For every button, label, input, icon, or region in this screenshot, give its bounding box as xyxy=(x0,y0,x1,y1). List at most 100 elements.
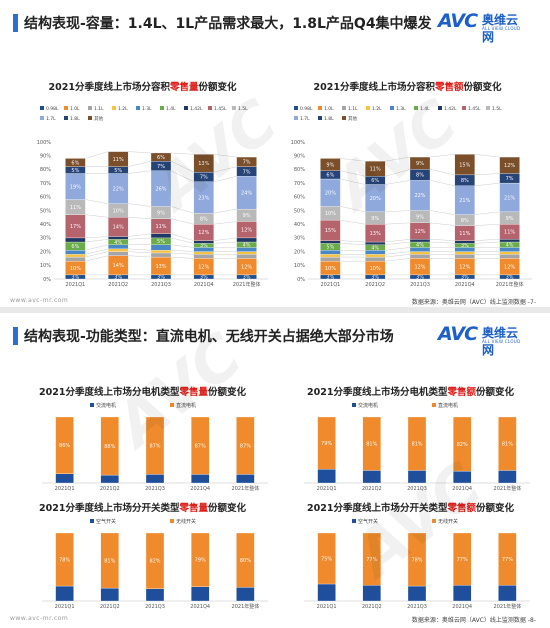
series-connector xyxy=(385,247,411,251)
x-tick-label: 2021Q3 xyxy=(407,604,427,610)
series-connector xyxy=(474,241,500,244)
bar-segment xyxy=(362,416,381,471)
x-tick-label: 2021Q2 xyxy=(100,604,120,610)
data-label: 81% xyxy=(104,558,115,564)
series-connector xyxy=(429,154,455,158)
bar-segment xyxy=(55,532,74,587)
y-tick-label: 0% xyxy=(297,277,305,283)
data-label: 22% xyxy=(414,193,425,199)
series-connector xyxy=(385,258,411,262)
legend-label: 1.1L xyxy=(94,106,104,112)
series-connector xyxy=(385,254,411,258)
data-label: 79% xyxy=(195,558,206,564)
data-label: 12% xyxy=(241,264,252,270)
data-label: 88% xyxy=(104,444,115,450)
data-label: 4% xyxy=(506,243,514,249)
data-label: 11% xyxy=(459,231,470,237)
legend-swatch xyxy=(432,403,436,407)
data-label: 87% xyxy=(149,444,160,450)
x-tick-label: 2021Q2 xyxy=(100,486,120,492)
data-label: 77% xyxy=(457,557,468,563)
series-connector xyxy=(85,151,109,159)
bar-segment xyxy=(236,237,257,243)
y-tick-label: 60% xyxy=(294,195,305,201)
y-tick-label: 20% xyxy=(294,249,305,255)
series-connector xyxy=(474,173,500,176)
legend-swatch xyxy=(170,403,174,407)
legend-swatch xyxy=(208,106,212,110)
series-connector xyxy=(213,176,237,182)
bar-segment xyxy=(100,416,119,476)
series-connector xyxy=(385,241,411,245)
data-label: 11% xyxy=(155,224,166,230)
legend-label: 无线开关 xyxy=(176,518,196,525)
bar-segment xyxy=(55,473,74,484)
series-connector xyxy=(385,222,411,225)
series-connector xyxy=(170,252,194,255)
series-connector xyxy=(128,151,152,154)
legend-swatch xyxy=(184,106,188,110)
x-tick-label: 2021Q1 xyxy=(317,604,337,610)
series-connector xyxy=(128,217,152,219)
bar-segment xyxy=(236,474,255,484)
series-connector xyxy=(429,169,455,176)
data-label: 7% xyxy=(243,169,251,175)
y-tick-label: 90% xyxy=(40,154,51,160)
legend-label: 直流电机 xyxy=(438,402,458,409)
bar-segment xyxy=(407,416,427,471)
data-label: 24% xyxy=(241,190,252,196)
data-label: 14% xyxy=(113,225,124,231)
data-label: 11% xyxy=(504,230,515,236)
legend-swatch xyxy=(294,106,298,110)
y-tick-label: 50% xyxy=(40,208,51,214)
x-tick-label: 2021Q4 xyxy=(455,282,475,288)
bar-segment xyxy=(55,416,74,474)
y-tick-label: 60% xyxy=(40,195,51,201)
bar-segment xyxy=(150,152,172,162)
data-label: 6% xyxy=(371,178,379,184)
legend-label: 交流电机 xyxy=(358,402,378,409)
data-label: 19% xyxy=(70,184,81,190)
data-label: 12% xyxy=(241,227,252,233)
bar-segment xyxy=(317,532,336,585)
data-label: 3% xyxy=(200,275,208,281)
data-label: 77% xyxy=(502,557,513,563)
x-tick-label: 2021Q4 xyxy=(452,486,472,492)
bar-segment xyxy=(193,251,214,255)
x-tick-label: 2021Q3 xyxy=(410,282,430,288)
data-label: 3% xyxy=(71,275,79,281)
bar-segment xyxy=(407,470,427,484)
bar-segment xyxy=(108,151,129,167)
legend-label: 1.4L xyxy=(420,106,430,112)
series-connector xyxy=(170,256,194,259)
series-connector xyxy=(128,255,152,258)
legend-swatch xyxy=(90,403,94,407)
legend-swatch xyxy=(342,106,346,110)
data-label: 3% xyxy=(416,275,424,281)
series-connector xyxy=(85,239,109,243)
motor-volume-chart: 交流电机 直流电机 86% 2021Q1 88% 2021Q2 87% 2021Q3 87% 20… xyxy=(42,402,268,492)
x-tick-label: 2021Q2 xyxy=(365,282,385,288)
data-label: 20% xyxy=(370,196,381,202)
series-connector xyxy=(170,170,194,182)
series-connector xyxy=(340,240,366,243)
data-label: 12% xyxy=(414,264,425,270)
footer-source: 数据来源：奥维云网（AVC）线上监测数据 -8- xyxy=(411,617,536,624)
series-connector xyxy=(213,154,237,158)
legend-swatch xyxy=(112,106,116,110)
y-tick-label: 10% xyxy=(40,263,51,269)
data-label: 10% xyxy=(325,211,336,217)
legend-swatch xyxy=(90,519,94,523)
legend-label: 无线开关 xyxy=(438,518,458,525)
data-label: 5% xyxy=(114,168,122,174)
series-connector xyxy=(429,210,455,215)
bar-segment xyxy=(365,256,386,262)
data-label: 8% xyxy=(200,217,208,223)
x-tick-label: 2021Q4 xyxy=(190,604,210,610)
legend-swatch xyxy=(232,106,236,110)
legend-swatch xyxy=(366,106,370,110)
legend-label: 1.8L xyxy=(324,116,334,122)
legend-label: 0.98L xyxy=(46,106,59,112)
series-connector xyxy=(429,239,455,241)
series-connector xyxy=(85,248,109,255)
